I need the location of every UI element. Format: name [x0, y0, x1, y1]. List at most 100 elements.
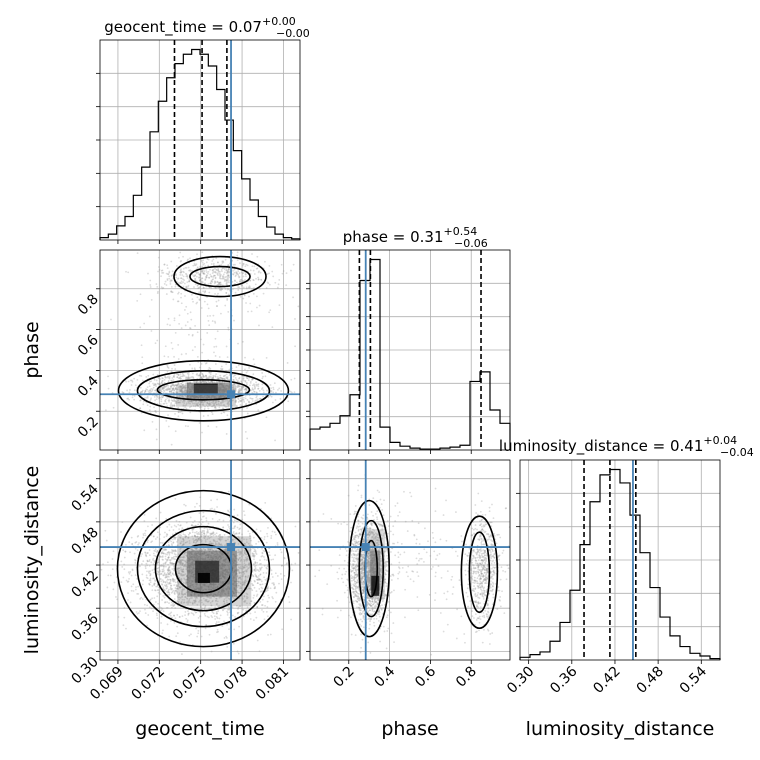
sample-point	[145, 388, 148, 391]
sample-point	[243, 388, 246, 391]
sample-point	[198, 374, 201, 377]
sample-point	[250, 246, 252, 248]
sample-point	[170, 275, 173, 277]
sample-point	[206, 402, 209, 405]
sample-point	[228, 276, 231, 279]
sample-point	[210, 535, 213, 538]
sample-point	[254, 552, 257, 554]
sample-point	[171, 274, 174, 276]
sample-point	[201, 377, 204, 380]
sample-point	[220, 367, 222, 370]
sample-point	[170, 379, 172, 382]
sample-point	[192, 405, 195, 407]
sample-point	[169, 562, 172, 565]
sample-point	[268, 596, 270, 599]
sample-point	[271, 582, 274, 585]
sample-point	[178, 586, 181, 589]
density-geocent_time-luminosity_distance	[100, 460, 300, 660]
sample-point	[217, 292, 219, 295]
sample-point	[244, 430, 247, 433]
sample-point	[226, 279, 229, 282]
sample-point	[127, 592, 129, 595]
sample-point	[137, 585, 139, 588]
sample-point	[175, 387, 177, 390]
sample-point	[200, 281, 203, 284]
sample-point	[162, 387, 165, 390]
sample-point	[164, 388, 167, 391]
sample-point	[165, 272, 168, 275]
sample-point	[179, 387, 182, 389]
sample-point	[197, 632, 200, 635]
sample-point	[253, 383, 255, 386]
sample-point	[199, 265, 201, 268]
sample-point	[201, 380, 204, 383]
sample-point	[173, 550, 176, 553]
sample-point	[208, 403, 211, 405]
sample-point	[169, 283, 172, 285]
sample-point	[245, 595, 248, 598]
sample-point	[252, 287, 255, 290]
sample-point	[150, 390, 153, 393]
sample-point	[272, 391, 275, 394]
sample-point	[232, 269, 234, 272]
sample-point	[132, 590, 135, 592]
sample-point	[185, 377, 187, 380]
sample-point	[182, 375, 185, 377]
sample-point	[169, 404, 172, 407]
sample-point	[163, 564, 165, 567]
sample-point	[180, 569, 182, 571]
sample-point	[150, 397, 152, 400]
sample-point	[238, 390, 241, 393]
sample-point	[207, 376, 209, 379]
sample-point	[161, 396, 164, 399]
sample-point	[180, 377, 182, 380]
sample-point	[228, 267, 231, 270]
sample-point	[175, 276, 178, 279]
sample-point	[200, 380, 203, 383]
sample-point	[197, 617, 200, 619]
sample-point	[248, 567, 250, 569]
sample-point	[257, 387, 260, 390]
sample-point	[185, 286, 188, 289]
sample-point	[157, 266, 160, 268]
sample-point	[237, 398, 240, 401]
sample-point	[181, 381, 184, 384]
sample-point	[159, 606, 161, 609]
sample-point	[290, 581, 292, 584]
sample-point	[237, 568, 240, 571]
sample-point	[168, 566, 170, 569]
sample-point	[171, 572, 174, 575]
sample-point	[267, 634, 269, 636]
grid	[520, 460, 720, 660]
sample-point	[185, 396, 188, 398]
sample-point	[203, 607, 206, 610]
sample-point	[166, 578, 169, 581]
sample-point	[242, 575, 245, 577]
sample-point	[160, 580, 163, 583]
sample-point	[248, 532, 251, 535]
sample-point	[202, 376, 205, 379]
sample-point	[202, 286, 205, 289]
sample-point	[232, 382, 235, 385]
sample-point	[164, 548, 167, 551]
sample-point	[234, 389, 237, 392]
sample-point	[147, 614, 150, 616]
sample-point	[228, 369, 231, 371]
sample-point	[180, 389, 183, 392]
sample-point	[274, 587, 276, 590]
sample-point	[195, 404, 198, 407]
sample-point	[205, 276, 208, 279]
sample-point	[249, 245, 251, 247]
sample-point	[269, 633, 272, 636]
sample-point	[244, 273, 247, 275]
sample-point	[110, 248, 112, 250]
sample-point	[162, 402, 165, 405]
sample-point	[239, 527, 242, 530]
sample-point	[248, 563, 251, 565]
sample-point	[200, 400, 203, 403]
sample-point	[237, 379, 239, 382]
hist2d-cell	[193, 383, 218, 394]
sample-point	[248, 544, 251, 547]
sample-point	[251, 379, 253, 381]
sample-point	[175, 585, 178, 588]
